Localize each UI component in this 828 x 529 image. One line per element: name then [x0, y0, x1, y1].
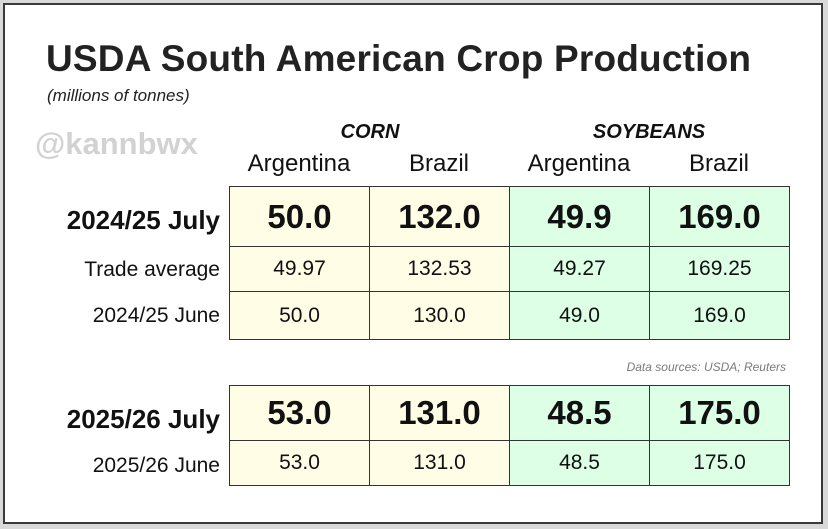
table-cell: 48.5 [509, 440, 650, 486]
table-cell: 53.0 [229, 440, 370, 486]
row-label: 2025/26 July [66, 404, 220, 434]
table-cell: 169.25 [649, 246, 790, 292]
table-row: 53.0 131.0 48.5 175.0 [229, 385, 790, 441]
table-cell: 169.0 [649, 291, 790, 340]
table-cell: 49.27 [509, 246, 650, 292]
column-header-soybeans-argentina: Argentina [527, 150, 631, 177]
table-cell: 169.0 [649, 186, 790, 247]
group-label-corn: CORN [340, 121, 400, 143]
data-table-2024-25: 50.0 132.0 49.9 169.0 49.97 132.53 49.27… [229, 186, 790, 340]
column-header-corn-brazil: Brazil [408, 150, 469, 177]
table-cell: 131.0 [369, 440, 510, 486]
column-header-soybeans-brazil: Brazil [688, 150, 749, 177]
table-cell: 49.0 [509, 291, 650, 340]
table-row: 53.0 131.0 48.5 175.0 [229, 440, 790, 486]
table-cell: 50.0 [229, 291, 370, 340]
table-cell: 53.0 [229, 385, 370, 441]
row-label: Trade average [84, 258, 220, 281]
watermark: @kannbwx [35, 126, 198, 161]
data-table-2025-26: 53.0 131.0 48.5 175.0 53.0 131.0 48.5 17… [229, 385, 790, 486]
table-cell: 130.0 [369, 291, 510, 340]
column-header-corn-argentina: Argentina [247, 150, 351, 177]
table-cell: 49.9 [509, 186, 650, 247]
table-cell: 48.5 [509, 385, 650, 441]
row-label: 2024/25 July [66, 205, 220, 235]
data-source-note: Data sources: USDA; Reuters [626, 360, 786, 374]
row-label: 2025/26 June [92, 454, 220, 477]
chart-title: USDA South American Crop Production [46, 38, 752, 79]
row-label: 2024/25 June [92, 304, 220, 327]
table-cell: 50.0 [229, 186, 370, 247]
table-cell: 131.0 [369, 385, 510, 441]
table-cell: 175.0 [649, 385, 790, 441]
table-cell: 132.53 [369, 246, 510, 292]
table-row: 50.0 130.0 49.0 169.0 [229, 291, 790, 340]
table-row: 49.97 132.53 49.27 169.25 [229, 246, 790, 292]
table-cell: 175.0 [649, 440, 790, 486]
chart-subtitle: (millions of tonnes) [47, 86, 190, 105]
table-cell: 49.97 [229, 246, 370, 292]
table-cell: 132.0 [369, 186, 510, 247]
group-label-soybeans: SOYBEANS [592, 121, 706, 143]
table-row: 50.0 132.0 49.9 169.0 [229, 186, 790, 247]
